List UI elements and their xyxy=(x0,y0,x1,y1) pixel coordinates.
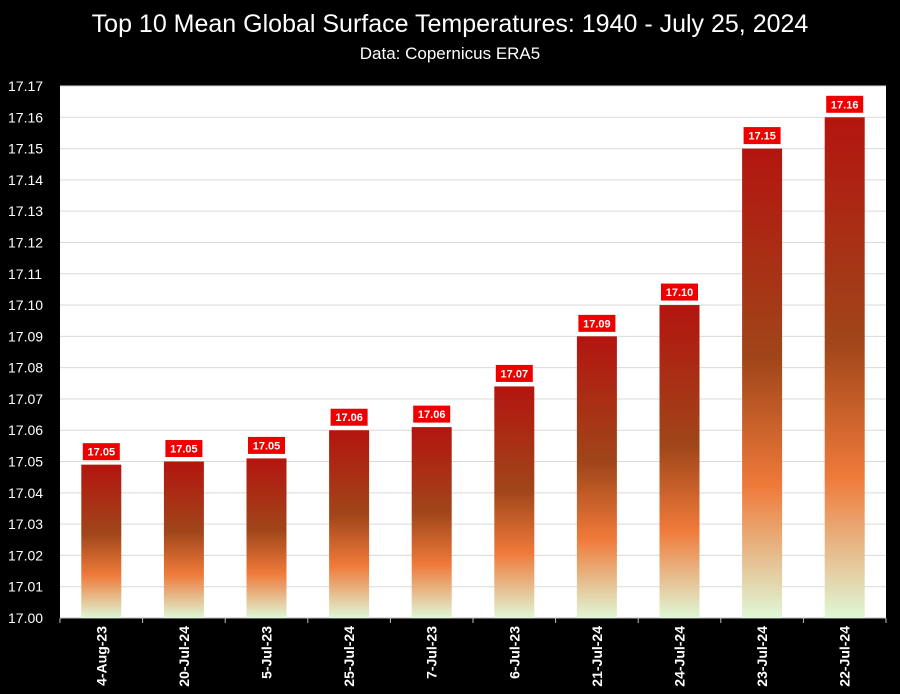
y-tick-label: 17.07 xyxy=(8,391,43,407)
x-tick-label: 25-Jul-24 xyxy=(341,626,357,687)
data-label: 17.06 xyxy=(335,412,363,424)
x-tick-label: 20-Jul-24 xyxy=(176,626,192,687)
bar xyxy=(742,148,783,618)
bar xyxy=(659,305,700,618)
data-label-box xyxy=(329,407,369,427)
bar xyxy=(81,464,122,618)
bar xyxy=(329,430,370,618)
y-tick-label: 17.02 xyxy=(8,547,43,563)
data-labels: 17.05 17.05 17.05 17.06 17.06 17.07 17.09 17.10… xyxy=(81,94,865,462)
y-tick-label: 17.04 xyxy=(8,485,43,501)
bar xyxy=(494,386,535,618)
y-tick-label: 17.14 xyxy=(8,172,43,188)
x-tick-label: 6-Jul-23 xyxy=(506,626,522,679)
data-label-box xyxy=(164,439,204,459)
data-label-box xyxy=(825,94,865,114)
y-tick-label: 17.01 xyxy=(8,579,43,595)
x-tick-label: 23-Jul-24 xyxy=(754,626,770,687)
y-tick-label: 17.10 xyxy=(8,297,43,313)
x-tick-label: 5-Jul-23 xyxy=(259,626,275,679)
data-label-box xyxy=(577,313,617,333)
data-label-box xyxy=(494,363,534,383)
data-label: 17.07 xyxy=(501,368,529,380)
chart-subtitle: Data: Copernicus ERA5 xyxy=(359,44,541,63)
data-label: 17.10 xyxy=(666,287,694,299)
data-label: 17.05 xyxy=(253,440,281,452)
y-tick-label: 17.03 xyxy=(8,516,43,532)
data-label-box xyxy=(247,435,286,455)
x-tick-label: 7-Jul-23 xyxy=(424,626,440,679)
y-tick-label: 17.15 xyxy=(8,141,43,157)
data-label-box xyxy=(412,404,452,424)
data-label: 17.05 xyxy=(170,444,198,456)
y-tick-label: 17.12 xyxy=(8,234,43,250)
chart-title: Top 10 Mean Global Surface Temperatures:… xyxy=(91,10,809,38)
x-tick-label: 24-Jul-24 xyxy=(672,626,688,687)
x-tick-label: 22-Jul-24 xyxy=(837,626,853,687)
bar xyxy=(163,461,204,618)
bar xyxy=(824,117,865,618)
data-label: 17.05 xyxy=(88,447,116,459)
y-tick-label: 17.09 xyxy=(8,328,43,344)
data-label: 17.16 xyxy=(831,99,859,111)
bars xyxy=(81,117,865,618)
bar xyxy=(246,458,287,618)
y-tick-label: 17.00 xyxy=(8,610,43,626)
x-tick-label: 21-Jul-24 xyxy=(589,626,605,687)
data-label-box xyxy=(742,126,782,146)
x-axis: 4-Aug-23 20-Jul-24 5-Jul-23 25-Jul-24 7-Jul-… xyxy=(59,618,887,687)
data-label-box xyxy=(81,442,121,462)
data-label-box xyxy=(660,282,699,302)
bar xyxy=(411,427,452,618)
data-label: 17.09 xyxy=(583,318,611,330)
y-axis: 17.00 17.01 17.02 17.03 17.04 17.05 17.06 17.07… xyxy=(8,78,43,626)
y-tick-label: 17.06 xyxy=(8,422,43,438)
y-tick-label: 17.08 xyxy=(8,360,43,376)
y-tick-label: 17.17 xyxy=(8,78,43,94)
y-tick-label: 17.13 xyxy=(8,203,43,219)
data-label: 17.06 xyxy=(418,409,446,421)
y-tick-label: 17.16 xyxy=(8,109,43,125)
x-tick-label: 4-Aug-23 xyxy=(93,626,109,686)
y-tick-label: 17.11 xyxy=(8,266,42,282)
bar xyxy=(576,336,617,618)
data-label: 17.15 xyxy=(748,131,776,143)
y-tick-label: 17.05 xyxy=(8,454,43,470)
